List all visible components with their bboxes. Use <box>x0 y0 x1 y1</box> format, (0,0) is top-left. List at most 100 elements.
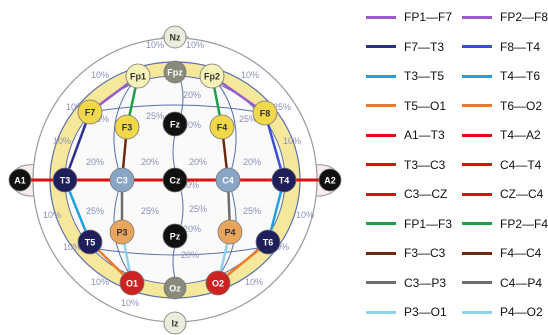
percent-label: 10% <box>245 277 263 287</box>
legend-label: FP2—F8 <box>500 10 548 24</box>
legend-swatch <box>462 222 492 225</box>
electrode-label: Fp1 <box>130 72 146 82</box>
legend-swatch <box>462 15 492 19</box>
legend-label: F7—T3 <box>404 39 445 54</box>
legend-entry: CZ—C4 <box>462 185 543 203</box>
electrode-fp2 <box>199 63 225 89</box>
percent-label: 10% <box>271 242 289 252</box>
legend-label: T5—O1 <box>404 98 447 113</box>
electrodes: Nz Fpz Fp1 Fp2 F7 F3 Fz F4 F8 A1 T3 C3 Cz C4 T4 A2 T5 P3 P… <box>8 25 342 335</box>
electrode-p4 <box>217 219 243 245</box>
percent-label: 10% <box>63 242 81 252</box>
percent-label: 20% <box>189 157 207 167</box>
legend-entry: F4—C4 <box>462 244 541 262</box>
legend-swatch <box>366 15 396 19</box>
electrode-label: Fp2 <box>204 72 220 82</box>
percent-label: 10% <box>66 102 84 112</box>
electrode-label: T3 <box>60 176 71 186</box>
electrode-label: Iz <box>171 319 179 329</box>
electrode-label: T6 <box>263 238 274 248</box>
electrode-c3 <box>109 167 135 193</box>
electrode-label: C3 <box>116 176 128 186</box>
percent-label: 20% <box>183 90 201 100</box>
legend-label: CZ—C4 <box>500 187 544 201</box>
electrode-label: F7 <box>85 108 96 118</box>
legend-swatch <box>366 310 396 314</box>
legend-swatch <box>462 310 492 314</box>
legend-entry: FP2—F8 <box>462 8 548 26</box>
percent-label: 10% <box>241 70 259 80</box>
electrode-cz <box>162 167 188 193</box>
percent-label: 20% <box>181 180 199 190</box>
electrode-label: T5 <box>85 238 96 248</box>
percent-label: 25% <box>86 206 104 216</box>
electrode-label: T4 <box>279 176 290 186</box>
legend-entry: F8—T4 <box>462 38 540 56</box>
legend-swatch <box>462 104 492 107</box>
legend-label: F8—T4 <box>500 39 541 54</box>
legend-swatch <box>366 104 396 107</box>
legend-label: C4—P4 <box>500 275 543 290</box>
legend-label: F4—C4 <box>500 246 542 260</box>
legend-entry: C4—T4 <box>462 156 541 174</box>
electrode-label: F4 <box>217 123 228 133</box>
electrode-f4 <box>209 114 235 140</box>
percent-label: 10% <box>91 70 109 80</box>
percent-label: 25% <box>243 206 261 216</box>
legend-entry: C3—CZ <box>366 185 447 203</box>
electrode-pz <box>162 223 188 249</box>
legend-entry: T4—A2 <box>462 126 541 144</box>
legend-swatch <box>462 251 492 255</box>
electrode-label: Fpz <box>167 68 183 78</box>
percent-label: 20% <box>183 120 201 130</box>
percent-label: 10% <box>296 210 314 220</box>
electrode-t5 <box>77 229 103 255</box>
electrode-label: Fz <box>170 120 180 130</box>
electrode-a2 <box>318 168 342 192</box>
legend-label: C3—CZ <box>404 187 448 201</box>
legend-swatch <box>462 163 492 166</box>
percent-label: 20% <box>141 157 159 167</box>
percent-label: 20% <box>181 250 199 260</box>
legend-swatch <box>366 133 396 137</box>
legend-entry: T4—T6 <box>462 67 540 85</box>
legend-label: FP2—F4 <box>500 216 548 231</box>
electrode-nz <box>163 25 187 49</box>
legend-label: T6—O2 <box>500 98 543 113</box>
legend-entry: P3—O1 <box>366 303 447 321</box>
parietal-arc <box>91 247 259 256</box>
electrode-label: Pz <box>170 232 181 242</box>
legend-swatch <box>366 45 396 48</box>
percent-label: 10% <box>186 40 204 50</box>
montage-legend: FP1—F7 FP2—F8 F7—T3 F8—T4 T3—T5 T4—T6 T5—O1 T6—… <box>350 0 548 335</box>
electrode-oz <box>163 276 187 300</box>
legend-entry: FP1—F7 <box>366 8 452 26</box>
percent-label: 10% <box>43 210 61 220</box>
legend-swatch <box>462 74 492 78</box>
percent-label: 25% <box>141 206 159 216</box>
legend-label: C4—T4 <box>500 157 542 172</box>
electrode-iz <box>163 311 187 335</box>
legend-label: FP1—F7 <box>404 10 453 24</box>
percent-label: 25% <box>239 114 257 124</box>
electrode-t4 <box>271 167 297 193</box>
electrode-p3 <box>109 219 135 245</box>
legend-label: T3—C3 <box>404 157 446 172</box>
electrode-t3 <box>52 167 78 193</box>
legend-entry: A1—T3 <box>366 126 445 144</box>
electrode-label: F3 <box>122 123 133 133</box>
electrode-label: A2 <box>324 176 336 186</box>
electrode-label: O2 <box>212 279 224 289</box>
electrode-o2 <box>205 270 231 296</box>
percent-label: 20% <box>243 157 261 167</box>
legend-entry: C4—P4 <box>462 274 542 292</box>
legend-entry: T5—O1 <box>366 97 446 115</box>
legend-label: C3—P3 <box>404 275 447 290</box>
electrode-fpz <box>163 60 187 84</box>
electrode-label: Cz <box>170 176 181 186</box>
legend-entry: FP2—F4 <box>462 215 548 233</box>
eeg-montage-diagram: 10% 10% 10% 20% 10% 10% 25% 25% 20% 25% 25% 10% 10% 2… <box>8 25 342 335</box>
legend-entry: T3—T5 <box>366 67 444 85</box>
percent-label: 20% <box>86 157 104 167</box>
legend-swatch <box>462 192 492 196</box>
